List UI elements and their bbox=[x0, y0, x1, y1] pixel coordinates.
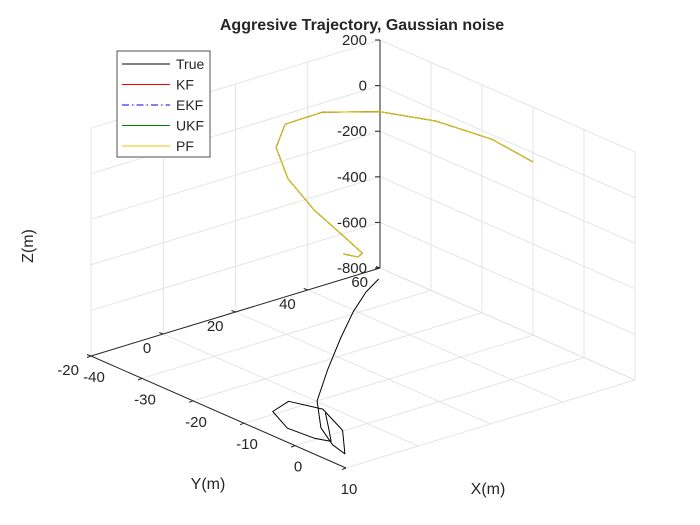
axis-lines bbox=[86, 39, 381, 470]
legend-label-kf: KF bbox=[176, 77, 194, 93]
x-tick-label: 10 bbox=[341, 481, 358, 498]
x-tick-label: -20 bbox=[185, 414, 207, 431]
y-axis-label: Y(m) bbox=[191, 476, 226, 493]
floor-grid-line bbox=[163, 333, 419, 447]
x-tick-mark bbox=[341, 467, 347, 470]
legend-label-ekf: EKF bbox=[176, 97, 203, 113]
x-tick-label: 0 bbox=[294, 459, 302, 476]
x-tick-mark bbox=[290, 445, 296, 448]
side-wall-grid-line bbox=[90, 85, 381, 174]
x-tick-label: -40 bbox=[83, 369, 105, 386]
series-line-ukf bbox=[275, 111, 534, 258]
z-tick-label: -400 bbox=[337, 169, 367, 186]
back-wall-grid-line bbox=[379, 176, 636, 290]
y-tick-mark bbox=[159, 332, 164, 335]
z-tick-label: -600 bbox=[337, 214, 367, 231]
x-tick-label: -10 bbox=[236, 436, 258, 453]
back-wall-grid-line bbox=[379, 39, 636, 153]
y-tick-mark bbox=[86, 354, 92, 357]
legend-label-ukf: UKF bbox=[176, 118, 204, 134]
z-tick-label: -800 bbox=[337, 260, 367, 277]
back-wall-grid-line bbox=[379, 85, 636, 198]
legend-box bbox=[116, 50, 211, 158]
y-tick-label: 0 bbox=[143, 340, 151, 357]
x-tick-label: -30 bbox=[134, 391, 156, 408]
z-tick-label: 200 bbox=[342, 32, 367, 49]
series-line-pf bbox=[275, 111, 534, 258]
y-tick-label: 60 bbox=[351, 274, 368, 291]
back-wall-grid-line bbox=[379, 222, 636, 335]
legend: True KF EKF UKF PF bbox=[116, 50, 211, 158]
back-wall-grid-line bbox=[379, 130, 636, 244]
tick-labels: -40-30-20-10010-200204060-800-600-400-20… bbox=[57, 32, 368, 498]
x-tick-mark bbox=[239, 422, 245, 426]
y-tick-label: 40 bbox=[279, 296, 296, 313]
x-axis-label: X(m) bbox=[471, 481, 506, 498]
side-wall-grid-line bbox=[90, 130, 381, 220]
y-tick-label: 20 bbox=[207, 318, 224, 335]
x-tick-mark bbox=[188, 400, 194, 403]
x-axis-line bbox=[90, 355, 347, 469]
chart-title: Aggresive Trajectory, Gaussian noise bbox=[220, 17, 504, 34]
y-tick-label: -20 bbox=[57, 362, 79, 379]
series-line-kf bbox=[275, 111, 534, 258]
x-tick-mark bbox=[137, 377, 143, 381]
floor-grid-line bbox=[307, 289, 563, 403]
side-wall-grid-line bbox=[90, 176, 381, 266]
y-tick-mark bbox=[231, 310, 236, 313]
series-line-true bbox=[272, 278, 380, 455]
legend-label-true: True bbox=[176, 56, 204, 72]
z-tick-label: 0 bbox=[359, 78, 367, 95]
side-wall-grid-line bbox=[90, 222, 381, 311]
z-tick-label: -200 bbox=[337, 123, 367, 140]
floor-grid-line bbox=[235, 311, 491, 425]
z-axis-label: Z(m) bbox=[20, 229, 37, 263]
back-wall-grid-line bbox=[379, 267, 636, 381]
y-tick-mark bbox=[303, 288, 308, 291]
series-lines bbox=[272, 111, 534, 455]
series-line-ekf bbox=[275, 111, 534, 258]
legend-label-pf: PF bbox=[176, 138, 194, 154]
